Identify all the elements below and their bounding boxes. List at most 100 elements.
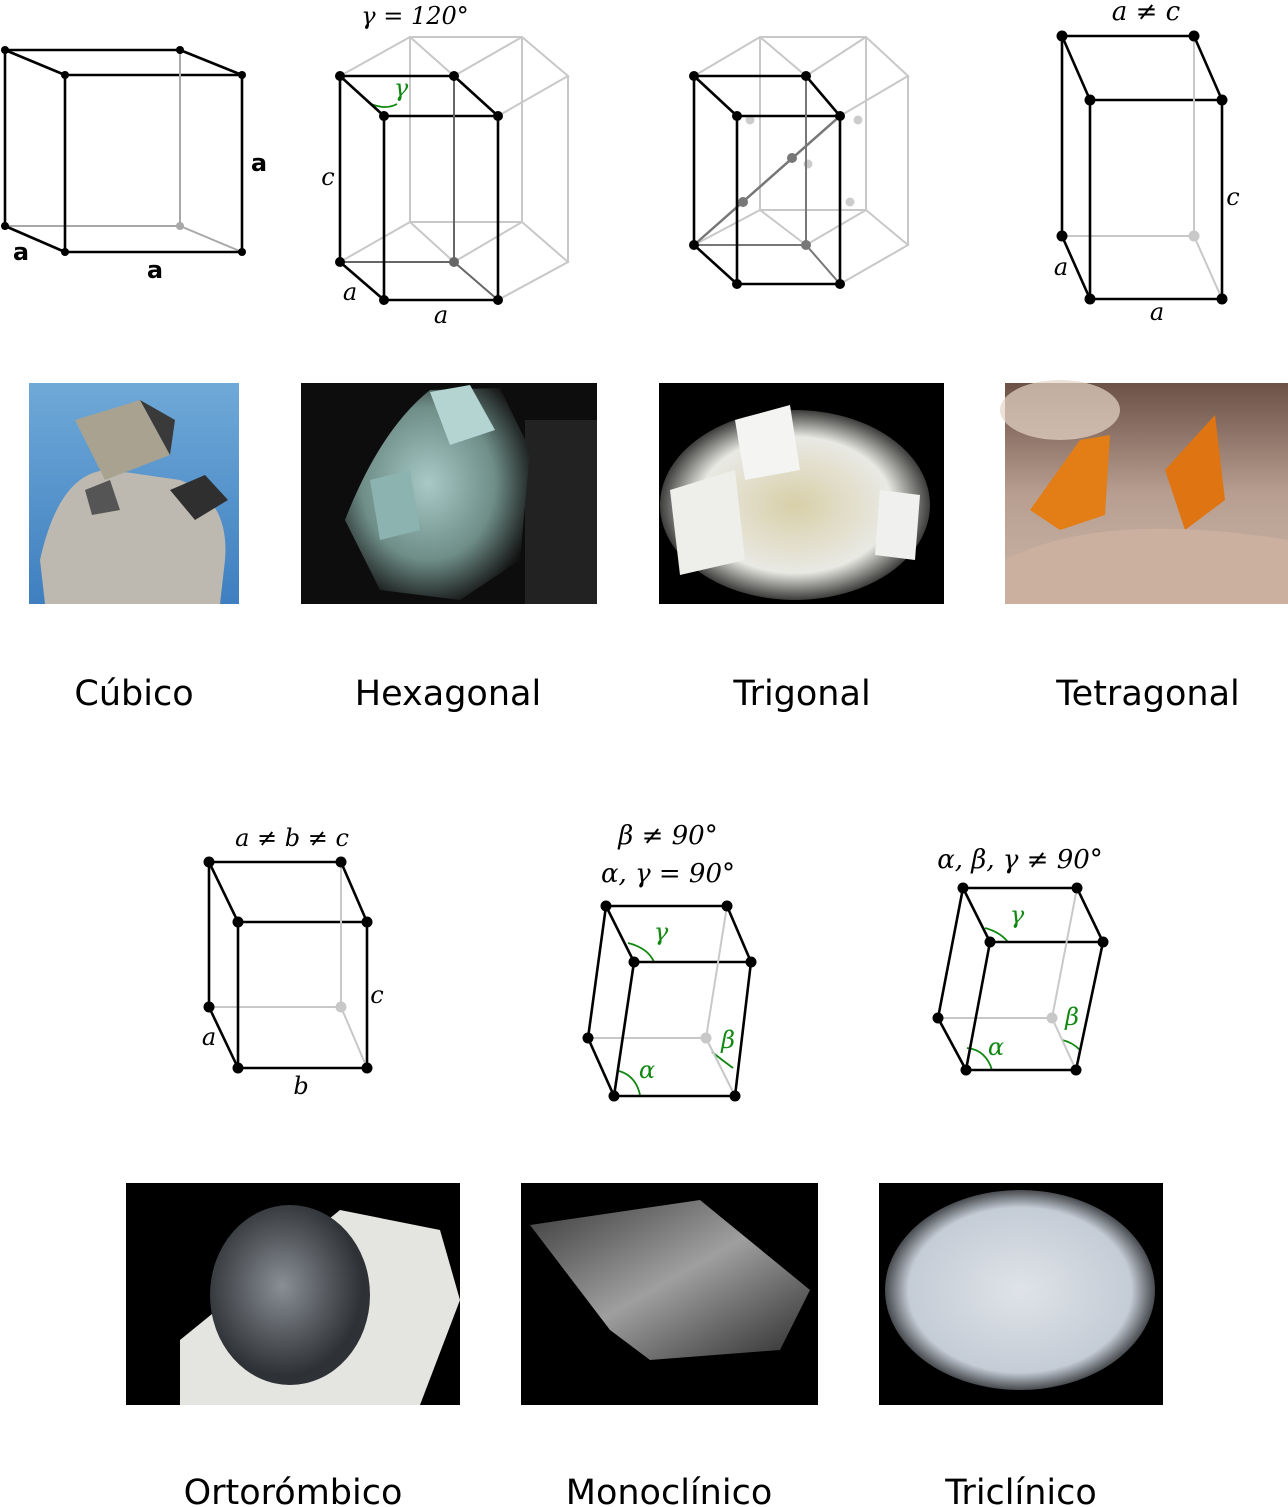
edge-label: c — [321, 163, 334, 191]
edge-label: a — [1150, 298, 1164, 326]
lattice-point — [689, 240, 699, 250]
system-name: Hexagonal — [355, 674, 541, 714]
cell-edge — [339, 75, 385, 117]
lattice-point — [729, 1090, 741, 1102]
cell-edge — [340, 1006, 368, 1069]
lattice-point — [361, 1062, 373, 1074]
photo-orthorhombic — [126, 1183, 460, 1405]
edge-label: a — [434, 301, 448, 329]
lattice-point — [232, 916, 244, 928]
cell-edge — [453, 261, 499, 301]
lattice-point — [232, 1062, 244, 1074]
cell-edge — [805, 75, 841, 117]
photo-monoclinic — [521, 1183, 818, 1405]
lattice-point — [335, 856, 347, 868]
system-name: Triclínico — [944, 1473, 1097, 1507]
cell-edge — [612, 961, 636, 1097]
lattice-point — [835, 111, 845, 121]
cell-edge — [207, 861, 240, 923]
lattice-point — [732, 111, 742, 121]
edge-label: c — [370, 981, 383, 1009]
lattice-point — [1084, 94, 1096, 106]
cell-edge — [936, 887, 965, 1019]
angle-label: γ — [654, 918, 669, 946]
hexagonal-prism-lines — [339, 36, 910, 301]
edge-label: b — [293, 1072, 308, 1100]
cell-edge — [586, 905, 608, 1039]
cell-edge — [961, 887, 992, 943]
lattice-point — [1, 222, 9, 230]
system-name: Monoclínico — [566, 1473, 772, 1507]
edge-label: a — [13, 238, 29, 266]
system-name: Ortorómbico — [184, 1473, 403, 1507]
lattice-point — [582, 1032, 594, 1044]
lattice-point — [984, 936, 996, 948]
lattice-point — [361, 916, 373, 928]
cell-edge — [604, 905, 636, 963]
cell-edge — [453, 75, 499, 117]
lattice-point — [449, 71, 459, 81]
caption: a ≠ b ≠ c — [235, 824, 349, 852]
lattice-point — [203, 856, 215, 868]
lattice-point — [957, 882, 969, 894]
lattice-point — [801, 71, 811, 81]
lattice-point — [335, 257, 345, 267]
lattice-point — [176, 46, 184, 54]
edge-label: a — [147, 256, 163, 284]
lattice-point — [745, 956, 757, 968]
lattice-point — [1097, 936, 1109, 948]
cell-edge — [705, 905, 728, 1039]
lattice-point — [835, 279, 845, 289]
caption: γ = 120° — [361, 2, 469, 30]
cell-edge — [805, 244, 841, 285]
edge-label: a — [343, 278, 357, 306]
lattice-point — [61, 71, 69, 79]
lattice-point — [1084, 293, 1096, 305]
system-name: Tetragonal — [1055, 674, 1240, 714]
system-name: Trigonal — [732, 674, 870, 714]
lattice-point — [238, 71, 246, 79]
photo-trigonal — [659, 383, 944, 604]
edge-label: c — [1226, 183, 1239, 211]
lattice-point — [1071, 882, 1083, 894]
caption: α, β, γ ≠ 90° — [937, 845, 1103, 875]
caption: β ≠ 90° — [617, 821, 717, 851]
lattice-point — [493, 111, 503, 121]
lattice-point — [61, 248, 69, 256]
lattice-point — [493, 295, 503, 305]
lattice-point — [379, 295, 389, 305]
trigonal-diagonal — [693, 115, 863, 246]
cell-edge — [1060, 35, 1092, 101]
lattice-point — [801, 240, 811, 250]
cell-edge — [339, 861, 369, 923]
lattice-point — [700, 1032, 712, 1044]
angle-label: γ — [1010, 901, 1025, 929]
lattice-point — [732, 279, 742, 289]
lattice-point — [1070, 1064, 1082, 1076]
lattice-point — [1056, 230, 1068, 242]
edge-label: a — [1054, 253, 1068, 281]
cell-edge — [1060, 235, 1092, 300]
lattice-point — [379, 111, 389, 121]
cell-edge — [693, 75, 738, 117]
caption: a ≠ c — [1112, 0, 1181, 27]
cell-edge — [1074, 941, 1105, 1071]
cell-edge — [705, 1037, 736, 1097]
cell-edge — [4, 48, 66, 77]
cell-edge — [1192, 35, 1224, 101]
cell-edge — [4, 224, 66, 254]
photo-cubic — [29, 383, 239, 604]
angle-label: α — [639, 1056, 655, 1084]
cell-edge — [964, 941, 992, 1071]
angle-label: β — [720, 1026, 735, 1054]
cell-edge — [179, 48, 243, 77]
cell-edge — [207, 1006, 240, 1069]
lattice-point — [176, 222, 184, 230]
cell-edge — [725, 905, 753, 963]
lattice-point — [932, 1012, 944, 1024]
angle-label: α — [988, 1033, 1004, 1061]
cell-edge — [1051, 887, 1078, 1019]
lattice-point — [1216, 293, 1228, 305]
angle-label: γ — [394, 74, 409, 102]
lattice-point — [1188, 30, 1200, 42]
